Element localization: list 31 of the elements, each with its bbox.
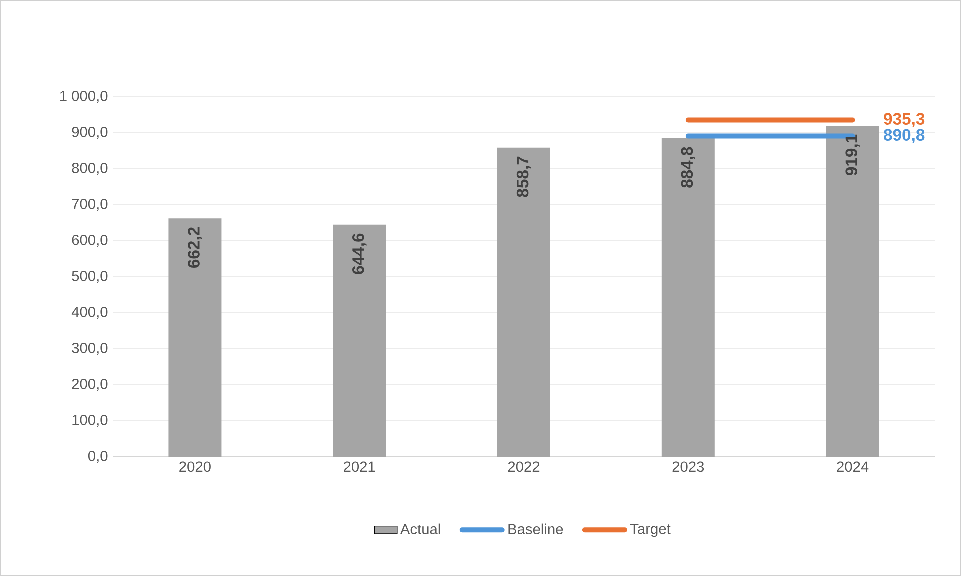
- x-tick-label: 2022: [508, 462, 540, 472]
- data-label: 884,8: [681, 147, 696, 188]
- x-tick-label: 2024: [837, 462, 869, 472]
- y-tick-label: 300,0: [72, 342, 108, 356]
- bar: [168, 218, 222, 457]
- data-label: 858,7: [516, 156, 532, 198]
- data-label: 644,6: [352, 234, 367, 274]
- y-tick-label: 100,0: [72, 414, 108, 428]
- legend-label: Baseline: [508, 524, 564, 535]
- bar: [498, 148, 550, 457]
- x-tick-label: 2023: [672, 462, 704, 472]
- data-label: 935,3: [884, 113, 925, 128]
- y-tick-label: 1 000,0: [60, 90, 108, 104]
- bar: [333, 224, 386, 457]
- y-tick-label: 800,0: [72, 162, 108, 176]
- y-tick-label: 200,0: [72, 378, 108, 392]
- legend-label: Target: [630, 524, 671, 538]
- x-tick-label: 2020: [180, 462, 211, 472]
- y-tick-label: 400,0: [72, 306, 108, 320]
- data-label: 662,2: [188, 228, 202, 268]
- data-label: 919,1: [846, 134, 860, 176]
- y-tick-label: 500,0: [72, 270, 108, 284]
- bar: [826, 126, 880, 457]
- bar: [662, 138, 715, 457]
- y-tick-label: 900,0: [72, 126, 108, 140]
- data-label: 890,8: [884, 129, 925, 144]
- legend-label: Actual: [400, 524, 440, 535]
- y-tick-label: 700,0: [72, 198, 108, 212]
- y-tick-label: 600,0: [72, 234, 108, 248]
- y-tick-label: 0,0: [88, 450, 108, 464]
- x-tick-label: 2021: [344, 462, 376, 472]
